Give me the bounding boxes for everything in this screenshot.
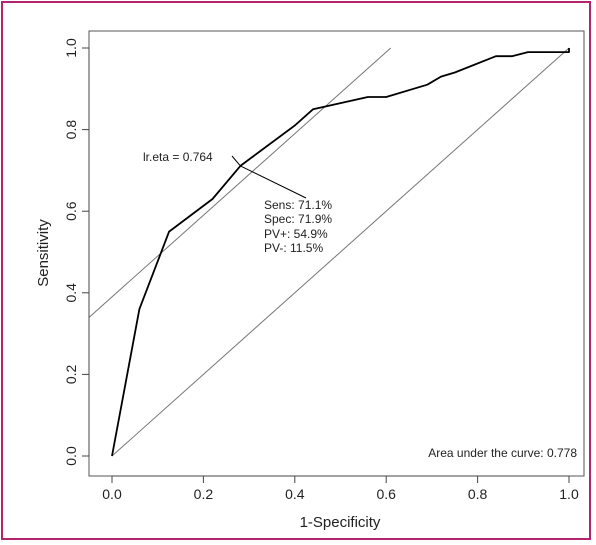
plot-area-box [88,30,585,477]
y-tick-label: 0.2 [63,364,79,384]
x-tick-label: 0.0 [102,486,122,502]
y-axis-title: Sensitivity [35,219,52,287]
x-axis-title: 1-Specificity [300,514,381,531]
y-tick-label: 1.0 [63,38,79,58]
reference-line-diagonal [111,47,570,457]
reference-line-tangent [89,47,392,319]
cutoff-pointer-left [231,155,241,167]
cutoff-pointer-right [240,165,307,199]
y-tick-label: 0.8 [63,120,79,140]
cutoff-label: lr.eta = 0.764 [143,150,213,164]
x-tick-label: 1.0 [559,486,579,502]
ppv-label: PV+: 54.9% [264,227,328,241]
figure-frame [1,1,591,540]
x-tick-label: 0.8 [468,486,488,502]
x-tick-label: 0.2 [194,486,214,502]
sens-label: Sens: 71.1% [264,198,332,212]
y-tick-label: 0.4 [63,283,79,303]
y-tick-label: 0.6 [63,201,79,221]
x-tick-label: 0.6 [376,486,396,502]
npv-label: PV-: 11.5% [264,241,323,255]
roc-curve-line [111,48,570,457]
spec-label: Spec: 71.9% [264,212,332,226]
y-tick-label: 0.0 [63,446,79,466]
auc-label: Area under the curve: 0.778 [428,446,577,460]
x-tick-label: 0.4 [285,486,305,502]
